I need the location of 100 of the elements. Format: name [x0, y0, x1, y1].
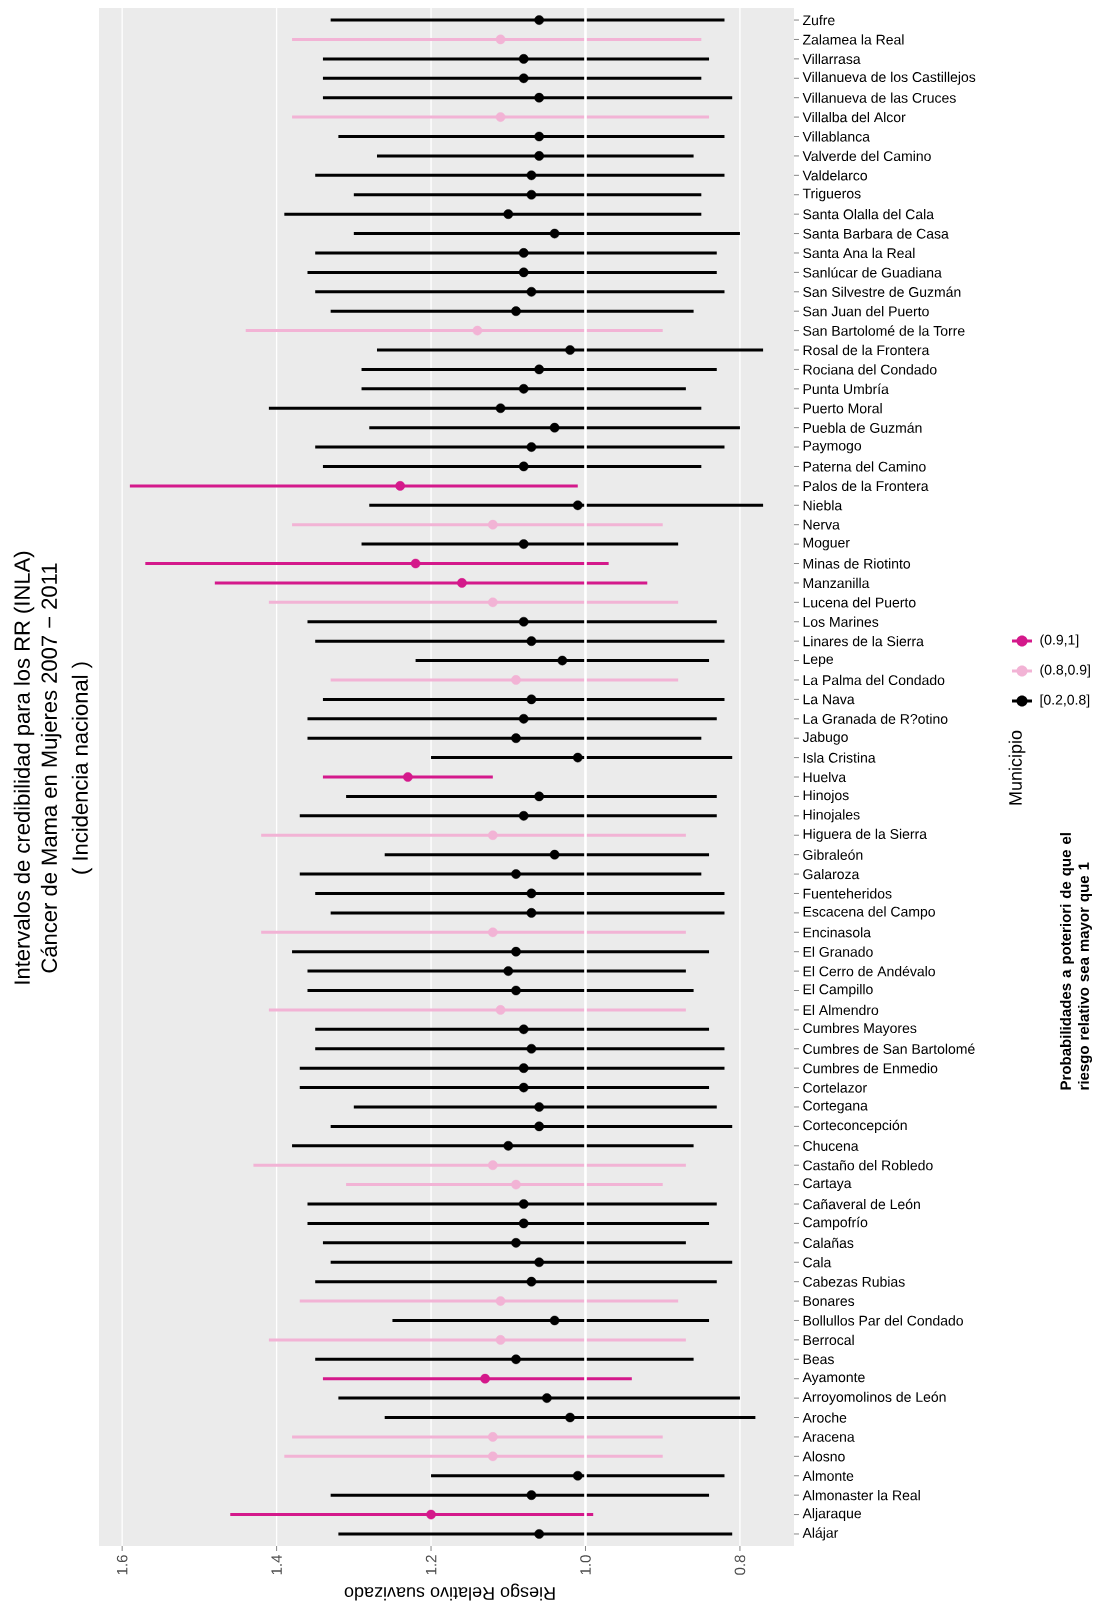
- y-tick-label: Valdelarco: [802, 170, 868, 181]
- point: [518, 73, 529, 84]
- y-tick-label: Cabezas Rubias: [803, 1276, 905, 1287]
- point: [572, 500, 583, 511]
- point: [549, 228, 560, 239]
- point: [472, 325, 483, 336]
- y-tick-label: Cortelazor: [803, 1082, 867, 1093]
- text: Cáncer de Mama en Mujeres 2007 − 2011: [40, 563, 62, 973]
- y-tick-label: Los Marines: [803, 616, 879, 627]
- y-tick-label: Bollullos Par del Condado: [803, 1315, 963, 1326]
- point: [511, 869, 521, 879]
- point: [503, 1140, 514, 1151]
- point: [488, 1432, 498, 1442]
- x-tick-label: 0.8: [734, 1555, 746, 1575]
- point: [526, 636, 537, 646]
- y-tick-label: San Juan del Puerto: [803, 306, 929, 317]
- y-tick-label: Trigueros: [802, 188, 861, 202]
- y-tick-label: La Nava: [803, 694, 855, 705]
- point: [526, 888, 537, 899]
- y-tick-label: Huelva: [803, 771, 847, 783]
- point: [503, 209, 514, 219]
- y-tick-label: Lucena del Puerto: [803, 597, 916, 608]
- point: [495, 1296, 506, 1306]
- y-tick-label: Linares de la Sierra: [803, 636, 924, 647]
- point: [511, 1179, 521, 1190]
- y-tick-label: La Granada de R?otino: [803, 713, 948, 724]
- point: [549, 1315, 560, 1326]
- point: [565, 1412, 575, 1423]
- y-tick-label: Zalamea la Real: [802, 34, 904, 45]
- y-tick-label: Alosno: [802, 1451, 845, 1462]
- y-tick-label: Moguer: [803, 537, 850, 551]
- point: [565, 345, 575, 355]
- point: [526, 442, 537, 452]
- y-tick-label: Santa Barbara de Casa: [803, 228, 949, 239]
- x-tick-label: 1.4: [271, 1554, 282, 1575]
- point: [511, 1238, 521, 1248]
- x-tick-label: 1.6: [116, 1555, 128, 1575]
- y-tick-label: Paterna del Camino: [803, 461, 926, 472]
- point: [542, 1393, 552, 1403]
- point: [426, 1509, 436, 1520]
- point: [495, 1335, 506, 1345]
- point: [488, 1160, 498, 1170]
- point: [503, 966, 514, 976]
- point: [488, 1451, 498, 1462]
- point: [518, 811, 529, 821]
- point: [534, 131, 544, 142]
- y-tick-label: Villablanca: [802, 131, 870, 142]
- point: [511, 985, 521, 996]
- y-tick-label: San Silvestre de Guzmán: [803, 286, 961, 298]
- point: [549, 422, 560, 433]
- y-tick-label: Escacena del Campo: [803, 906, 935, 920]
- point: [526, 189, 537, 200]
- y-tick-label: Beas: [803, 1354, 834, 1365]
- x-tick-label: 1.0: [580, 1555, 591, 1575]
- point: [511, 733, 521, 743]
- y-tick-label: Berrocal: [803, 1334, 854, 1346]
- point: [518, 1199, 529, 1209]
- y-tick-label: Chucena: [803, 1140, 859, 1151]
- y-tick-label: San Bartolomé de la Torre: [803, 325, 965, 336]
- y-tick-label: Villanueva de las Cruces: [802, 92, 956, 103]
- point: [518, 384, 529, 394]
- y-tick-label: Minas de Riotinto: [803, 558, 911, 569]
- y-tick-label: Cumbres Mayores: [803, 1022, 917, 1036]
- point: [511, 306, 521, 316]
- y-tick-label: Valverde del Camino: [802, 150, 931, 162]
- point: [572, 752, 583, 763]
- point: [572, 1470, 583, 1481]
- point: [526, 1276, 537, 1287]
- y-tick-label: Rociana del Condado: [803, 364, 937, 375]
- y-tick-label: Nerva: [803, 519, 840, 530]
- legend-label: (0.9,1]: [1040, 634, 1079, 648]
- legend-title: Probabilidades a poteriori de que el riesgo relativo sea mayor que 1: [1059, 833, 1093, 1090]
- y-tick-label: Fuenteheridos: [803, 888, 892, 899]
- point: [511, 946, 521, 957]
- y-tick-label: Corteconcepción: [803, 1119, 907, 1133]
- point: [526, 286, 537, 297]
- point: [526, 170, 537, 181]
- legend-label: (0.8,0.9]: [1040, 664, 1090, 678]
- y-tick-label: Calañas: [803, 1237, 854, 1248]
- point: [395, 481, 405, 491]
- point: [526, 1490, 537, 1500]
- y-tick-label: Cumbres de San Bartolomé: [803, 1043, 975, 1054]
- point: [534, 1257, 544, 1268]
- point: [488, 927, 498, 938]
- y-tick-label: Castaño del Robledo: [803, 1160, 933, 1171]
- y-tick-label: Encinasola: [803, 927, 872, 938]
- y-tick-label: Puerto Moral: [803, 403, 882, 414]
- point: [534, 1102, 544, 1112]
- point: [410, 558, 421, 569]
- y-tick-label: Santa Ana la Real: [803, 247, 915, 259]
- y-tick-label: El Cerro de Andévalo: [803, 965, 935, 977]
- point: [480, 1373, 490, 1384]
- y-tick-label: Niebla: [803, 500, 843, 511]
- point: [403, 772, 413, 782]
- point: [534, 151, 544, 161]
- text: Intervalos de credibilidad para los RR (INLA): [13, 551, 35, 984]
- point: [526, 908, 537, 918]
- y-tick-label: Hinojos: [803, 789, 849, 803]
- y-tick-label: Bonares: [803, 1296, 855, 1306]
- point: [518, 713, 529, 724]
